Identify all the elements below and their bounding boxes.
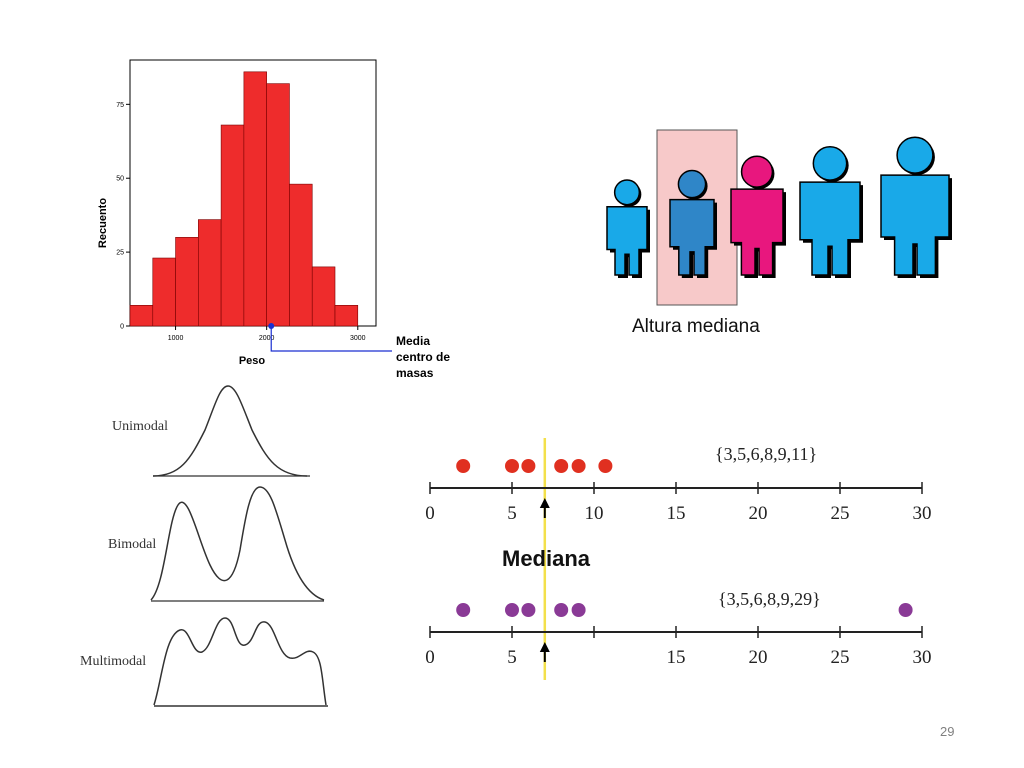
data-point	[456, 459, 471, 473]
data-point	[554, 603, 569, 617]
number-line-tick-label: 15	[667, 647, 686, 668]
label-bimodal: Bimodal	[108, 537, 156, 552]
data-point	[505, 459, 519, 473]
median-arrow-head	[539, 642, 550, 652]
person-figure	[880, 136, 952, 278]
data-point	[554, 459, 569, 473]
number-line-tick-label: 5	[507, 503, 517, 524]
x-tick-label: 3000	[350, 335, 366, 342]
person-figure	[669, 169, 717, 278]
modality-curves: Unimodal Bimodal Multimodal	[80, 385, 328, 707]
number-line-tick-label: 0	[425, 503, 435, 524]
curve-multimodal	[153, 617, 327, 706]
page-number: 29	[940, 724, 955, 739]
y-axis-label: Recuento	[97, 198, 109, 248]
mean-annotation-line1: Media	[396, 334, 430, 348]
data-point	[571, 603, 586, 617]
median-arrow-head	[539, 498, 550, 508]
data-point	[505, 603, 519, 617]
set2-label: {3,5,6,8,9,29}	[718, 589, 821, 609]
mean-annotation-line2: centro de	[396, 350, 450, 364]
number-line-tick-label: 0	[425, 647, 435, 668]
number-line-tick-label: 25	[831, 503, 850, 524]
histogram-bar	[129, 305, 154, 327]
number-line-tick-label: 20	[749, 503, 768, 524]
histogram-bar	[266, 83, 290, 327]
data-point	[598, 459, 613, 473]
number-line-tick-label: 10	[585, 503, 604, 524]
histogram-chart: 1000 2000 3000 0 25 50 75 Recuento Peso Media…	[97, 59, 450, 380]
y-tick-label: 50	[116, 176, 124, 183]
number-line-tick-label: 25	[831, 647, 850, 668]
person-figure	[799, 146, 863, 278]
mean-marker	[268, 323, 275, 329]
person-figure	[730, 155, 786, 278]
y-tick-label: 75	[116, 102, 124, 109]
x-axis-label: Peso	[239, 355, 266, 367]
median-height-caption: Altura mediana	[632, 316, 760, 337]
mean-connector-line	[270, 326, 392, 352]
mean-annotation-line3: masas	[396, 366, 434, 380]
histogram-bar	[243, 71, 267, 327]
data-point	[898, 603, 913, 617]
y-tick-label: 0	[120, 324, 124, 331]
histogram-bar	[289, 183, 313, 327]
number-line-tick-label: 5	[507, 647, 517, 668]
label-multimodal: Multimodal	[80, 654, 146, 669]
x-tick-label: 2000	[259, 335, 275, 342]
curve-unimodal	[152, 385, 308, 477]
data-point	[456, 603, 471, 617]
set1-label: {3,5,6,8,9,11}	[715, 444, 817, 464]
number-line-tick-label: 15	[667, 503, 686, 524]
median-number-lines: 0 5 10 15 20 25 30 0 5 15 20 25 30 {3,5,6,8,9,11} {…	[425, 438, 932, 680]
number-line-tick-label: 20	[749, 647, 768, 668]
histogram-bar	[152, 257, 176, 327]
data-point	[521, 603, 536, 617]
x-tick-label: 1000	[168, 335, 184, 342]
histogram-bar	[334, 305, 359, 327]
person-figure	[606, 179, 650, 278]
number-line-tick-label: 30	[913, 503, 932, 524]
curve-bimodal	[150, 486, 325, 601]
histogram-bar	[175, 237, 199, 327]
histogram-bar	[311, 266, 336, 327]
histogram-bar	[220, 124, 245, 327]
data-point	[521, 459, 536, 473]
number-line-tick-label: 30	[913, 647, 932, 668]
label-unimodal: Unimodal	[112, 419, 168, 434]
median-height-illustration: Altura mediana	[606, 129, 952, 337]
histogram-bar	[198, 219, 222, 327]
data-point	[571, 459, 586, 473]
median-title: Mediana	[502, 546, 591, 571]
y-tick-label: 25	[116, 250, 124, 257]
